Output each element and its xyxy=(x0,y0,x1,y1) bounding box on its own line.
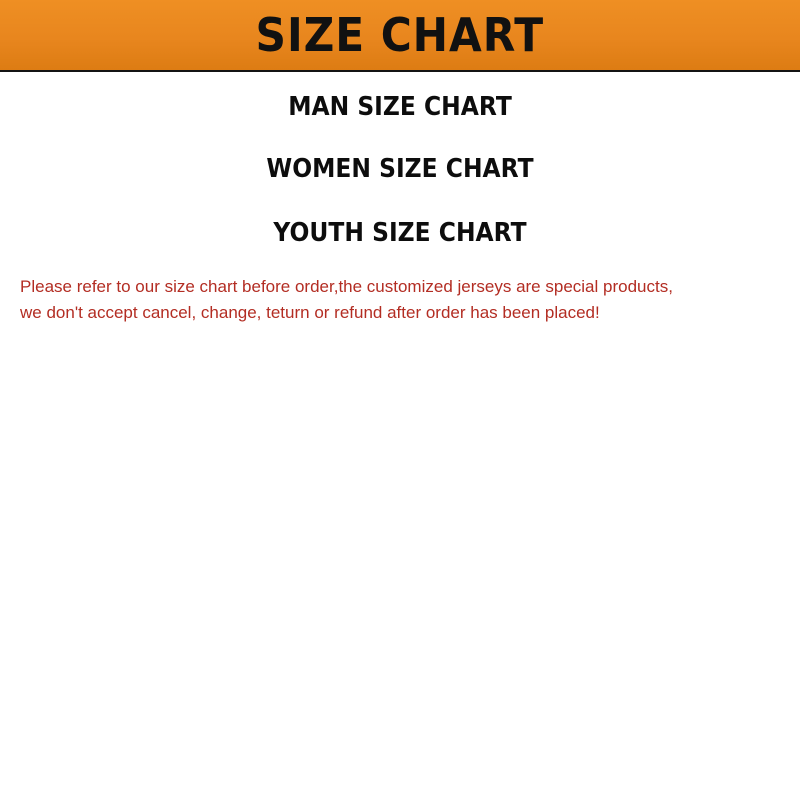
disclaimer-line-1: Please refer to our size chart before or… xyxy=(20,277,673,296)
youth-section-title: YOUTH SIZE CHART xyxy=(273,218,527,248)
man-section-title: MAN SIZE CHART xyxy=(288,92,512,122)
disclaimer-line-2: we don't accept cancel, change, teturn o… xyxy=(20,303,600,323)
disclaimer-text: Please refer to our size chart before or… xyxy=(20,274,780,327)
women-section-title: WOMEN SIZE CHART xyxy=(266,154,534,184)
page-title: SIZE CHART xyxy=(255,8,545,62)
page-banner: SIZE CHART xyxy=(0,0,800,72)
